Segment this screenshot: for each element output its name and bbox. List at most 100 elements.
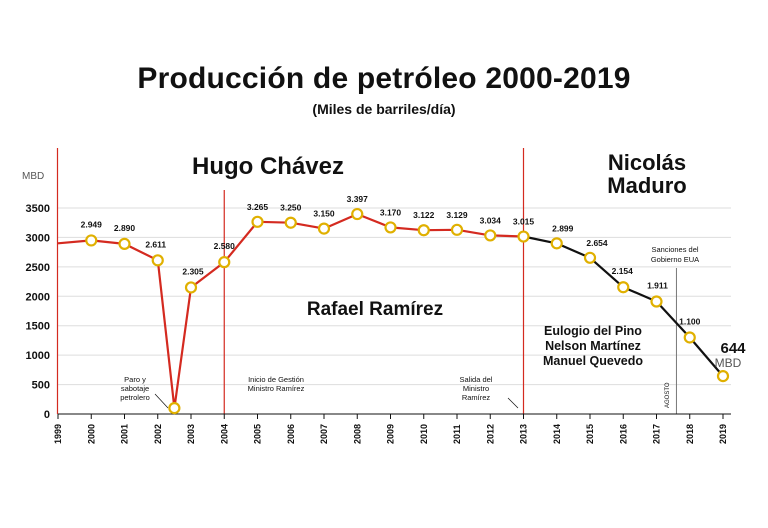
minister-ramirez-label: Rafael Ramírez (307, 299, 443, 320)
data-point (85, 234, 98, 247)
data-label: 2.654 (586, 238, 608, 248)
data-point (417, 224, 430, 237)
x-tick-label: 2011 (452, 424, 462, 444)
data-point (151, 254, 164, 267)
paro-leader (154, 393, 169, 409)
ministers-label-1: Eulogio del Pino (544, 324, 642, 338)
paro-note-1: Paro y (124, 375, 146, 384)
y-tick-label: 1500 (26, 321, 50, 333)
data-point (484, 229, 497, 242)
data-label: 3.015 (513, 217, 535, 227)
data-point (218, 256, 231, 269)
series-markers (85, 207, 730, 415)
y-tick-label: 1000 (26, 350, 50, 362)
x-tick-label: 1999 (53, 424, 63, 444)
salida-note-1: Salida del (460, 375, 493, 384)
x-tick-label: 2015 (585, 424, 595, 444)
y-tick-label: 3000 (26, 232, 50, 244)
y-tick-label: 0 (44, 409, 50, 421)
agosto-note: AGOSTO (665, 382, 671, 408)
data-label: 3.034 (480, 215, 502, 225)
data-label: 3.150 (313, 209, 335, 219)
data-label: 3.397 (347, 194, 369, 204)
final-unit-label: MBD (715, 356, 742, 370)
data-point (317, 222, 331, 235)
y-tick-label: 3500 (26, 203, 50, 215)
x-tick-label: 2001 (120, 424, 130, 444)
x-tick-label: 2013 (519, 424, 529, 444)
x-tick-label: 2003 (186, 424, 196, 444)
y-tick-label: 500 (32, 380, 50, 392)
sanciones-note-2: Gobierno EUA (651, 255, 699, 264)
data-label: 2.154 (612, 266, 634, 276)
data-point (284, 216, 297, 229)
y-tick-label: 2000 (26, 291, 50, 303)
data-label: 3.122 (413, 210, 435, 220)
x-tick-label: 2012 (485, 424, 495, 444)
data-label: 3.265 (247, 202, 269, 212)
data-point (617, 281, 630, 294)
x-tick-label: 2010 (419, 424, 429, 444)
data-label: 3.129 (446, 210, 468, 220)
inicio-note-2: Ministro Ramírez (248, 384, 305, 393)
data-label: 2.611 (145, 239, 166, 249)
x-tick-label: 2002 (153, 424, 163, 444)
x-tick-label: 2019 (718, 424, 728, 444)
x-tick-label: 2000 (86, 424, 96, 444)
ministers-label-2: Nelson Martínez (545, 339, 641, 353)
x-tick-label: 2008 (352, 424, 362, 444)
y-axis-ticks: 0 500 1000 1500 2000 2500 3000 3500 (26, 203, 50, 421)
data-point (716, 369, 730, 383)
x-tick-label: 2009 (386, 424, 396, 444)
salida-note-2: Ministro (463, 384, 489, 393)
x-axis-ticks: 1999 2000 2001 2002 2003 2004 2005 2006 2007 2008… (53, 413, 731, 444)
data-point (351, 207, 364, 221)
data-point (650, 295, 663, 308)
x-tick-label: 2014 (552, 424, 562, 444)
data-label: 3.170 (380, 207, 402, 217)
data-label: 3.250 (280, 203, 302, 213)
data-label: 1.911 (647, 281, 668, 291)
salida-note-3: Ramírez (462, 393, 491, 402)
y-axis-label: MBD (22, 171, 44, 182)
data-point (184, 281, 198, 294)
data-label: 2.949 (81, 219, 103, 229)
era-separators (56, 148, 677, 414)
data-label: 2.580 (214, 241, 236, 251)
data-point (683, 331, 696, 344)
chart-title: Producción de petróleo 2000-2019 (137, 62, 631, 95)
paro-note-3: petrolero (120, 393, 150, 402)
data-point (384, 221, 397, 234)
y-tick-label: 2500 (26, 262, 50, 274)
data-point (583, 251, 597, 264)
x-tick-label: 2017 (652, 424, 662, 444)
data-label: 2.305 (182, 266, 204, 276)
data-labels: 2.949 2.890 2.611 2.305 2.580 3.265 3.250 3.150… (81, 194, 747, 357)
x-tick-label: 2007 (319, 424, 329, 444)
x-tick-label: 2006 (286, 424, 296, 444)
data-label-final: 644 (720, 340, 746, 357)
data-point (168, 402, 181, 415)
data-label: 2.890 (114, 223, 136, 233)
data-point (251, 215, 264, 228)
sanciones-note-1: Sanciones del (651, 245, 698, 254)
data-point (450, 223, 464, 236)
era-label-maduro-1: Nicolás (608, 150, 686, 175)
chart-subtitle: (Miles de barriles/día) (312, 101, 456, 117)
inicio-note-1: Inicio de Gestión (248, 375, 304, 384)
paro-note-2: sabotaje (121, 384, 149, 393)
data-point (517, 230, 530, 243)
x-tick-label: 2018 (685, 424, 695, 444)
salida-leader (507, 397, 519, 409)
era-label-maduro-2: Maduro (607, 173, 686, 198)
data-point (118, 237, 131, 251)
series-line-chavez (57, 213, 524, 410)
data-point (550, 237, 563, 250)
data-label: 1.100 (679, 316, 701, 326)
ministers-label-3: Manuel Quevedo (543, 354, 643, 368)
x-tick-label: 2005 (253, 424, 263, 444)
x-tick-label: 2016 (618, 424, 628, 444)
x-tick-label: 2004 (219, 424, 229, 444)
era-label-chavez: Hugo Chávez (192, 153, 344, 180)
